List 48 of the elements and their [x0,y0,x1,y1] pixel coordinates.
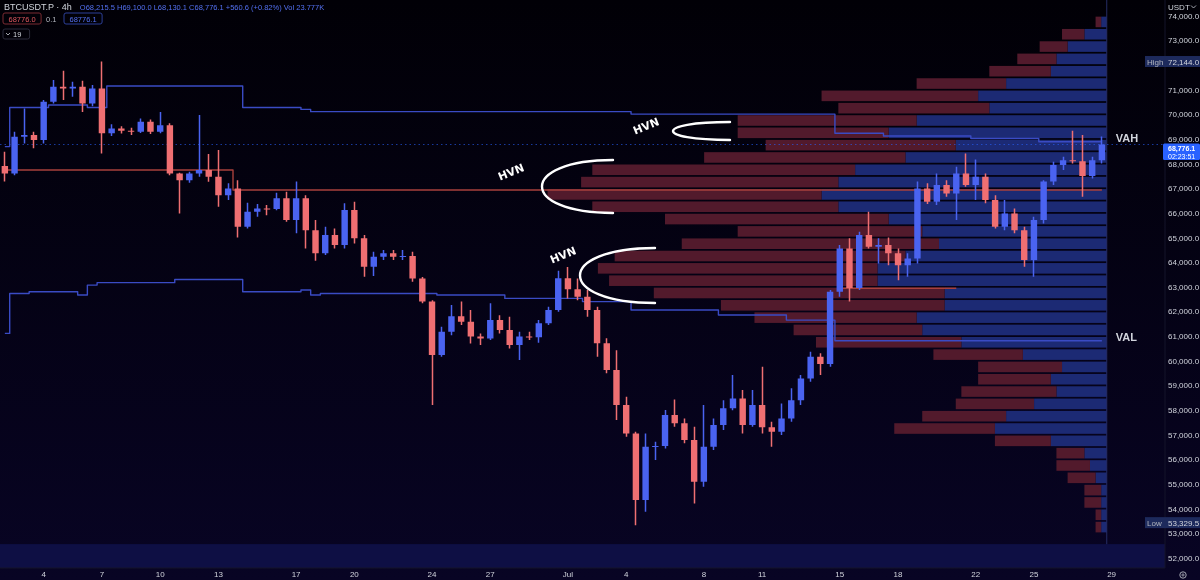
y-tick-label: 53,000.0 [1168,528,1200,538]
x-tick-label: 8 [701,569,707,579]
x-tick-label: 29 [1107,569,1117,579]
y-tick-label: 54,000.0 [1168,504,1200,514]
y-tick-label: 61,000.0 [1168,331,1200,341]
y-tick-label: 67,000.0 [1168,183,1200,193]
y-tick-label: 65,000.0 [1168,233,1200,243]
x-tick-label: 7 [99,569,105,579]
x-tick-label: 15 [835,569,845,579]
x-tick-label: 13 [213,569,224,579]
y-tick-label: 73,000.0 [1168,35,1200,45]
y-tick-label: 52,000.0 [1168,553,1200,563]
y-tick-label: 59,000.0 [1168,380,1200,390]
x-tick-label: 11 [757,569,767,579]
x-tick-label: 4 [41,569,47,579]
y-tick-label: 57,000.0 [1168,430,1200,440]
chart-title: BTCUSDT.P · 4h [4,1,72,12]
annotation: Low 53,329.5 [1147,518,1200,528]
y-tick-label: 68,000.0 [1168,159,1200,169]
y-tick-label: 62,000.0 [1168,306,1200,316]
x-tick-label: 17 [291,569,302,579]
x-tick-label: 10 [155,569,166,579]
y-tick-label: 69,000.0 [1168,134,1200,144]
y-tick-label: 58,000.0 [1168,405,1200,415]
x-tick-label: 24 [427,569,438,579]
y-tick-label: 55,000.0 [1168,479,1200,489]
x-tick-label: 4 [623,569,629,579]
x-tick-label: 20 [349,569,360,579]
y-tick-label: 66,000.0 [1168,208,1200,218]
annotation: High 72,144.0 [1147,57,1200,67]
annotation: HVN [631,114,661,138]
annotation: HVN [548,243,578,267]
series-label: VAL [1115,330,1138,343]
x-tick-label: 22 [971,569,981,579]
y-tick-label: 64,000.0 [1168,257,1200,267]
y-tick-label: 71,000.0 [1168,85,1200,95]
x-tick-label: Jul [562,569,574,579]
y-axis-title: USDT [1168,2,1190,12]
annotation: HVN [496,160,526,184]
x-tick-label: 18 [893,569,904,579]
y-tick-label: 74,000.0 [1168,11,1200,21]
x-tick-label: 25 [1029,569,1039,579]
y-tick-label: 70,000.0 [1168,109,1200,119]
y-tick-label: 63,000.0 [1168,282,1200,292]
y-tick-label: 60,000.0 [1168,356,1200,366]
y-tick-label: 56,000.0 [1168,454,1200,464]
series-label: VAH [1115,131,1139,144]
x-tick-label: 27 [485,569,496,579]
